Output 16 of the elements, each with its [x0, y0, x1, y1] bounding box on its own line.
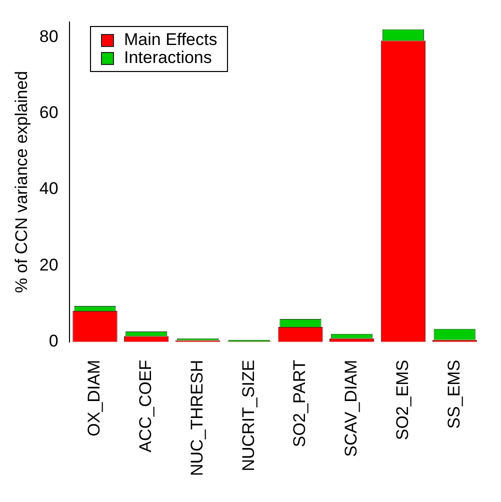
x-tick-label: SO2_PART [290, 360, 310, 448]
x-tick-label: OX_DIAM [84, 360, 104, 436]
legend-label: Main Effects [124, 30, 218, 49]
x-tick-label: SS_EMS [444, 360, 464, 429]
x-tick-label: NUC_THRESH [187, 360, 206, 476]
x-tick-label: ACC_COEF [136, 360, 156, 452]
y-tick-label: 60 [39, 103, 58, 122]
y-tick-label: 20 [39, 255, 58, 274]
x-tick-label: SCAV_DIAM [342, 360, 361, 457]
x-tick-label: NUCRIT_SIZE [238, 360, 258, 472]
y-tick-label: 80 [39, 26, 58, 46]
y-tick-label: 0 [48, 332, 58, 351]
legend-label: Interactions [124, 48, 212, 67]
y-axis-title: % of CCN variance explained [12, 70, 31, 293]
x-tick-label: SO2_EMS [392, 360, 412, 440]
y-tick-label: 40 [39, 179, 58, 198]
